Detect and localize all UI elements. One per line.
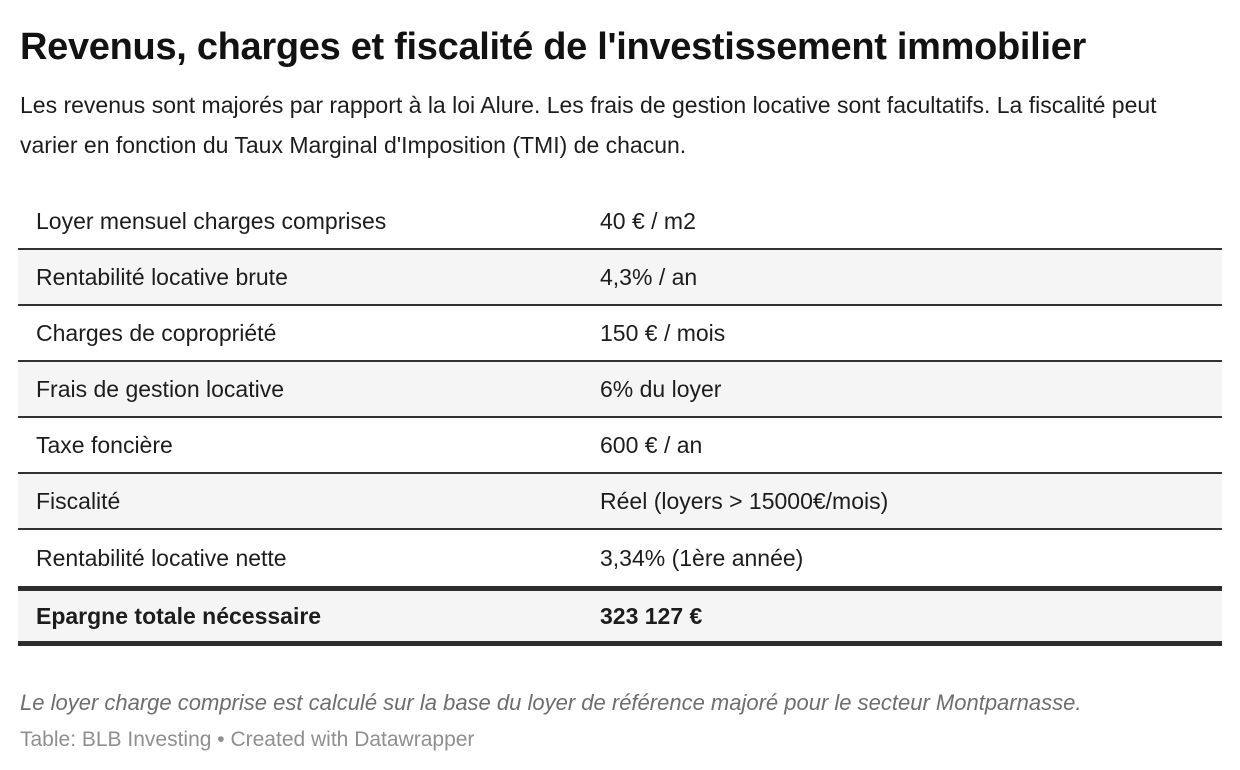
data-table: Loyer mensuel charges comprises 40 € / m… xyxy=(18,194,1222,646)
footnote: Le loyer charge comprise est calculé sur… xyxy=(20,690,1082,715)
row-label: Charges de copropriété xyxy=(36,319,277,346)
row-label: Rentabilité locative brute xyxy=(36,263,288,290)
row-label: Taxe foncière xyxy=(36,431,173,458)
row-value: 323 127 € xyxy=(600,602,703,629)
table-row: Loyer mensuel charges comprises 40 € / m… xyxy=(18,194,1222,250)
row-value: 6% du loyer xyxy=(600,375,722,402)
row-label: Frais de gestion locative xyxy=(36,375,285,402)
row-value: 4,3% / an xyxy=(600,263,698,290)
credit-line: Table: BLB Investing • Created with Data… xyxy=(20,728,475,751)
row-value: 150 € / mois xyxy=(600,319,726,346)
table-row: Charges de copropriété 150 € / mois xyxy=(18,306,1222,362)
table-row: Fiscalité Réel (loyers > 15000€/mois) xyxy=(18,474,1222,530)
table-row: Rentabilité locative nette 3,34% (1ère a… xyxy=(18,530,1222,586)
table-row: Rentabilité locative brute 4,3% / an xyxy=(18,250,1222,306)
row-value: Réel (loyers > 15000€/mois) xyxy=(600,487,889,514)
row-value: 600 € / an xyxy=(600,431,703,458)
table-header: Revenus, charges et fiscalité de l'inves… xyxy=(0,0,1240,165)
row-label: Loyer mensuel charges comprises xyxy=(36,207,387,234)
row-label: Epargne totale nécessaire xyxy=(36,602,322,629)
page-title: Revenus, charges et fiscalité de l'inves… xyxy=(20,26,1087,68)
table-row: Taxe foncière 600 € / an xyxy=(18,418,1222,474)
row-label: Rentabilité locative nette xyxy=(36,544,287,571)
row-label: Fiscalité xyxy=(36,487,121,514)
table-footer: Le loyer charge comprise est calculé sur… xyxy=(0,690,1240,752)
table-row-total: Epargne totale nécessaire 323 127 € xyxy=(18,586,1222,646)
table-row: Frais de gestion locative 6% du loyer xyxy=(18,362,1222,418)
row-value: 3,34% (1ère année) xyxy=(600,544,804,571)
row-value: 40 € / m2 xyxy=(600,207,696,234)
page-description: Les revenus sont majorés par rapport à l… xyxy=(20,92,1157,158)
